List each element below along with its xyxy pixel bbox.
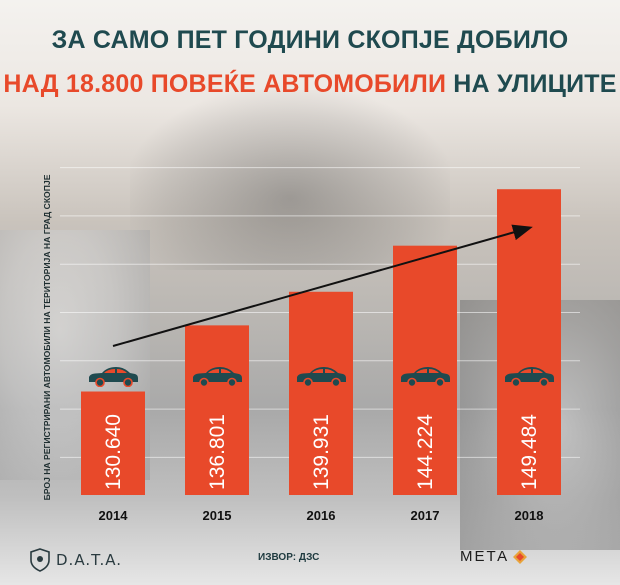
x-tick-2015: 2015 [203, 508, 232, 523]
chart-title-rest: НА УЛИЦИТЕ [446, 70, 617, 98]
background-tree [130, 90, 450, 270]
value-label-2016: 139.931 [310, 414, 333, 490]
bar-2014 [81, 391, 145, 495]
value-label-2018: 149.484 [518, 414, 541, 490]
car-icon [88, 366, 139, 387]
shield-icon [30, 548, 50, 572]
bar-2018 [497, 189, 561, 495]
meta-diamond-icon [513, 550, 528, 564]
value-label-2017: 144.224 [414, 414, 437, 490]
x-tick-2014: 2014 [99, 508, 129, 523]
y-axis-label: БРОЈ НА РЕГИСТРИРАНИ АВТОМОБИЛИ НА ТЕРИТ… [42, 174, 52, 500]
chart-title-line2: НАД 18.800 ПОВЕЌЕ АВТОМОБИЛИ НА УЛИЦИТЕ [0, 70, 620, 99]
meta-logo: МЕТА [460, 548, 528, 566]
value-label-2015: 136.801 [206, 414, 229, 490]
x-tick-2016: 2016 [307, 508, 336, 523]
chart-x-tick-labels: 2014 2015 2016 2017 2018 [99, 508, 544, 523]
source-note: ИЗВОР: ДЗС [258, 552, 320, 563]
data-logo: D.A.T.A. [30, 547, 122, 573]
chart-title-highlight: НАД 18.800 ПОВЕЌЕ АВТОМОБИЛИ [3, 70, 447, 98]
x-tick-2017: 2017 [411, 508, 440, 523]
chart-title-line1: ЗА САМО ПЕТ ГОДИНИ СКОПЈЕ ДОБИЛО [51, 26, 569, 54]
bar-2016 [289, 291, 353, 495]
x-tick-2018: 2018 [515, 508, 544, 523]
data-logo-text: D.A.T.A. [56, 551, 123, 569]
chart-value-labels: 130.640 136.801 139.931 144.224 149.484 [102, 414, 541, 490]
bar-2015 [185, 325, 249, 495]
trend-arrow [112, 224, 533, 347]
meta-logo-text: МЕТА [460, 548, 510, 565]
value-label-2014: 130.640 [102, 414, 125, 490]
chart-bars [81, 189, 561, 495]
